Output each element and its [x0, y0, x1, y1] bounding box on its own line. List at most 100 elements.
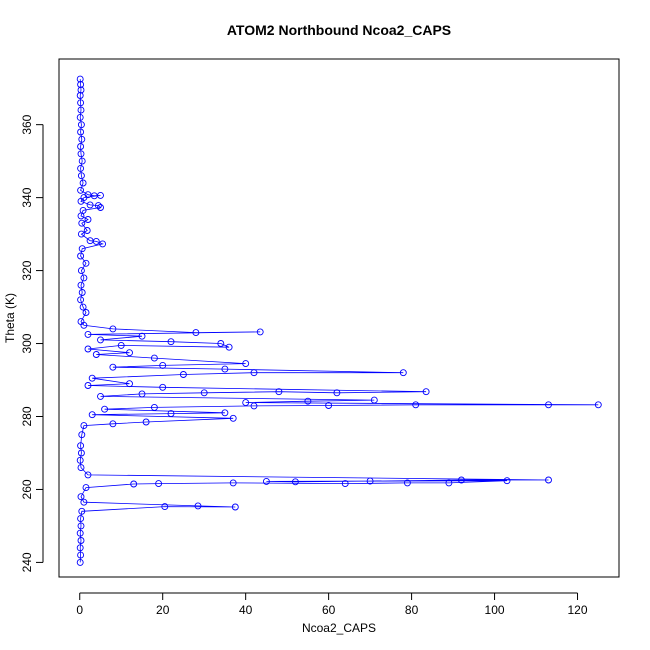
data-point	[422, 388, 430, 396]
data-point	[97, 392, 104, 400]
data-point	[84, 471, 92, 479]
data-point	[94, 202, 102, 210]
data-point	[77, 81, 85, 88]
x-tick-label: 100	[485, 603, 505, 617]
data-point	[77, 296, 85, 304]
data-point	[250, 369, 258, 377]
data-point	[445, 479, 453, 487]
data-point	[366, 477, 374, 485]
data-point	[82, 259, 90, 267]
data-point	[138, 390, 146, 398]
y-axis: 240 260 280 300 320 340 360	[20, 114, 44, 572]
data-point	[76, 529, 84, 537]
data-point	[192, 329, 200, 337]
data-point	[77, 106, 85, 114]
data-point	[109, 325, 117, 333]
data-point	[78, 219, 86, 227]
data-point	[76, 544, 84, 552]
y-tick-label: 280	[20, 406, 34, 426]
data-point	[142, 418, 150, 426]
data-point	[101, 405, 109, 413]
data-point	[545, 401, 552, 409]
data-point	[179, 371, 187, 378]
data-point	[77, 537, 85, 544]
data-point	[77, 172, 85, 180]
data-point	[76, 75, 84, 83]
data-point	[77, 522, 85, 530]
data-point	[92, 237, 100, 245]
data-point	[304, 397, 312, 405]
data-point	[126, 349, 133, 357]
data-point	[80, 274, 88, 282]
data-point	[86, 201, 94, 209]
data-point	[77, 515, 85, 523]
data-point	[78, 135, 86, 143]
data-point	[412, 401, 420, 409]
data-point	[77, 464, 85, 472]
data-point	[77, 551, 85, 559]
y-axis-label: Theta (K)	[3, 293, 17, 343]
data-point	[325, 402, 333, 409]
x-tick-label: 40	[239, 603, 253, 617]
data-point	[250, 402, 258, 410]
data-point	[84, 382, 92, 389]
data-point	[78, 157, 86, 165]
data-point	[97, 336, 104, 344]
data-point	[77, 212, 85, 220]
x-tick-label: 60	[322, 603, 336, 617]
data-point	[78, 289, 86, 296]
data-point	[82, 484, 90, 492]
data-point	[77, 164, 85, 172]
data-point	[399, 369, 407, 377]
x-tick-label: 20	[156, 603, 170, 617]
data-point	[225, 343, 233, 351]
data-point	[77, 252, 85, 260]
data-point	[77, 267, 85, 275]
data-point	[79, 179, 87, 187]
data-point	[130, 480, 138, 488]
data-point	[341, 480, 349, 488]
data-point	[77, 99, 85, 107]
y-tick-label: 300	[20, 333, 34, 353]
data-point	[79, 303, 87, 311]
data-point	[77, 121, 85, 129]
data-point	[262, 477, 270, 485]
y-tick-label: 240	[20, 552, 34, 572]
data-point	[242, 360, 250, 368]
y-tick-label: 360	[20, 114, 34, 134]
data-point	[138, 332, 146, 340]
data-point	[109, 420, 117, 428]
data-point	[370, 396, 378, 404]
data-point	[82, 309, 90, 316]
data-point	[545, 476, 552, 484]
data-point	[77, 150, 85, 158]
data-point	[594, 401, 602, 409]
x-tick-label: 0	[76, 603, 83, 617]
data-point	[77, 449, 85, 457]
x-tick-label: 120	[568, 603, 588, 617]
data-point	[159, 361, 167, 369]
data-point	[77, 493, 85, 501]
data-point	[155, 480, 163, 488]
data-point	[76, 456, 84, 464]
data-point	[229, 479, 237, 487]
y-tick-label: 340	[20, 187, 34, 207]
data-point	[275, 388, 283, 396]
x-tick-label: 80	[405, 603, 419, 617]
data-point	[76, 558, 84, 566]
data-point	[167, 410, 175, 418]
data-point	[99, 240, 107, 248]
data-point	[77, 197, 85, 205]
data-point	[242, 399, 250, 407]
data-point	[150, 354, 158, 362]
data-point	[77, 186, 85, 194]
data-point	[77, 128, 85, 136]
data-point	[221, 409, 229, 417]
data-point	[80, 321, 88, 329]
data-point	[77, 281, 85, 289]
data-point	[231, 503, 239, 511]
data-point	[77, 143, 85, 150]
chart-title: ATOM2 Northbound Ncoa2_CAPS	[227, 22, 451, 38]
data-point	[80, 498, 88, 506]
data-point	[84, 216, 92, 223]
